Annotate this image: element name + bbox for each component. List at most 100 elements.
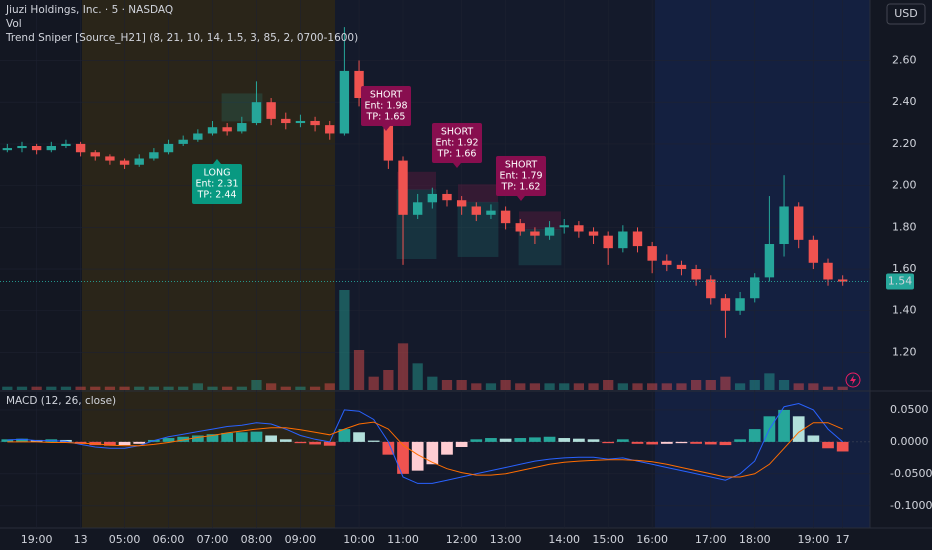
macd-histogram-bar xyxy=(455,441,468,447)
volume-bar xyxy=(676,383,687,390)
macd-histogram-bar xyxy=(221,432,234,442)
macd-histogram-bar xyxy=(690,441,702,444)
volume-bar xyxy=(265,383,277,390)
candle-body xyxy=(266,102,276,119)
macd-histogram-bar xyxy=(265,435,277,442)
x-tick-label: 12:00 xyxy=(446,533,478,546)
signal-box xyxy=(192,164,242,204)
macd-histogram-bar xyxy=(485,438,497,442)
macd-histogram-bar xyxy=(411,441,424,471)
y-tick-label: 2.60 xyxy=(892,53,917,66)
macd-histogram-bar xyxy=(250,431,263,442)
candle-body xyxy=(750,277,760,299)
macd-histogram-bar xyxy=(602,441,615,444)
volume-bar xyxy=(632,383,643,390)
currency-button[interactable] xyxy=(886,3,926,25)
candle-body xyxy=(163,143,174,153)
y-tick-label: 1.80 xyxy=(892,220,917,233)
x-tick-label: 17 xyxy=(836,533,850,546)
candle-body xyxy=(105,156,115,161)
macd-title: MACD (12, 26, close) xyxy=(6,395,116,407)
candle-body xyxy=(46,145,56,151)
signal-tp: TP: 1.62 xyxy=(501,182,541,193)
volume-bar xyxy=(119,386,130,390)
macd-histogram-bar xyxy=(631,441,644,444)
x-tick-label: 08:00 xyxy=(241,533,273,546)
chart-title: Jiuzi Holdings, Inc. · 5 · NASDAQ xyxy=(5,4,173,16)
signal-entry: Ent: 1.98 xyxy=(364,101,407,112)
candle-body xyxy=(339,70,350,134)
signal-side: SHORT xyxy=(370,90,403,101)
macd-histogram-bar xyxy=(836,441,849,452)
alert-icon[interactable] xyxy=(845,372,861,388)
macd-histogram-bar xyxy=(573,438,585,442)
volume-bar xyxy=(588,383,599,390)
candle-body xyxy=(119,160,130,165)
volume-bar xyxy=(2,386,13,390)
macd-histogram-bar xyxy=(719,441,732,446)
macd-histogram-bar xyxy=(104,441,116,446)
volume-bar xyxy=(75,386,86,390)
alert-bolt xyxy=(850,375,856,385)
volume-bar xyxy=(222,386,233,390)
volume-bar xyxy=(163,386,174,390)
signal-box xyxy=(432,123,482,163)
candle-body xyxy=(676,264,687,270)
macd-line xyxy=(7,402,844,484)
macd-histogram-bar xyxy=(470,439,483,442)
volume-bar xyxy=(412,363,423,390)
volume-bar xyxy=(427,376,438,390)
macd-histogram-bar xyxy=(1,439,14,442)
macd-histogram-bar xyxy=(118,441,131,446)
signal-tp: TP: 1.66 xyxy=(437,149,477,160)
volume-bar xyxy=(46,386,57,390)
x-tick-label: 16:00 xyxy=(636,533,668,546)
macd-histogram-bar xyxy=(177,436,190,442)
signal-side: LONG xyxy=(204,168,231,179)
volume-bar xyxy=(134,386,145,390)
volume-bar xyxy=(397,343,409,390)
currency[interactable]: USD xyxy=(894,7,918,20)
last-price-box xyxy=(886,273,914,290)
volume-bar xyxy=(808,383,819,390)
macd-histogram-bar xyxy=(235,432,248,442)
macd-tick-label: 0.0500 xyxy=(890,403,929,416)
volume-bar xyxy=(485,383,497,390)
volume-bar xyxy=(383,370,394,390)
signal-entry: Ent: 1.79 xyxy=(499,171,542,182)
macd-histogram-bar xyxy=(279,439,292,442)
signal-entry: Ent: 2.31 xyxy=(195,179,238,190)
candle-body xyxy=(295,120,306,124)
volume-bar xyxy=(500,380,511,390)
volume-bar xyxy=(251,380,262,390)
y-tick-label: 1.20 xyxy=(892,345,917,358)
candle-body xyxy=(823,262,833,280)
macd-histogram-bar xyxy=(529,437,541,442)
macd-histogram-bar xyxy=(748,429,761,442)
candle-body xyxy=(764,244,775,278)
macd-histogram-bar xyxy=(382,441,395,455)
volume-bar xyxy=(720,376,731,390)
candle-body xyxy=(412,202,423,215)
candle-body xyxy=(178,139,188,144)
y-tick-label: 1.60 xyxy=(892,262,917,275)
candle-body xyxy=(398,160,408,215)
volume-bar xyxy=(236,386,247,390)
candle-body xyxy=(61,143,71,146)
candle-body xyxy=(207,127,218,134)
signal-tp: TP: 2.44 xyxy=(197,190,237,201)
volume-bar xyxy=(793,383,804,390)
x-tick-label: 11:00 xyxy=(387,533,419,546)
candle-body xyxy=(808,239,819,263)
volume-bar xyxy=(515,383,526,390)
candle-body xyxy=(442,193,452,201)
candle-body xyxy=(486,210,496,215)
macd-histogram-bar xyxy=(822,441,834,449)
candle-body xyxy=(603,235,613,249)
volume-bar xyxy=(749,380,760,390)
macd-histogram-bar xyxy=(675,441,688,444)
candle-body xyxy=(530,231,540,236)
stop-zone xyxy=(519,211,561,230)
